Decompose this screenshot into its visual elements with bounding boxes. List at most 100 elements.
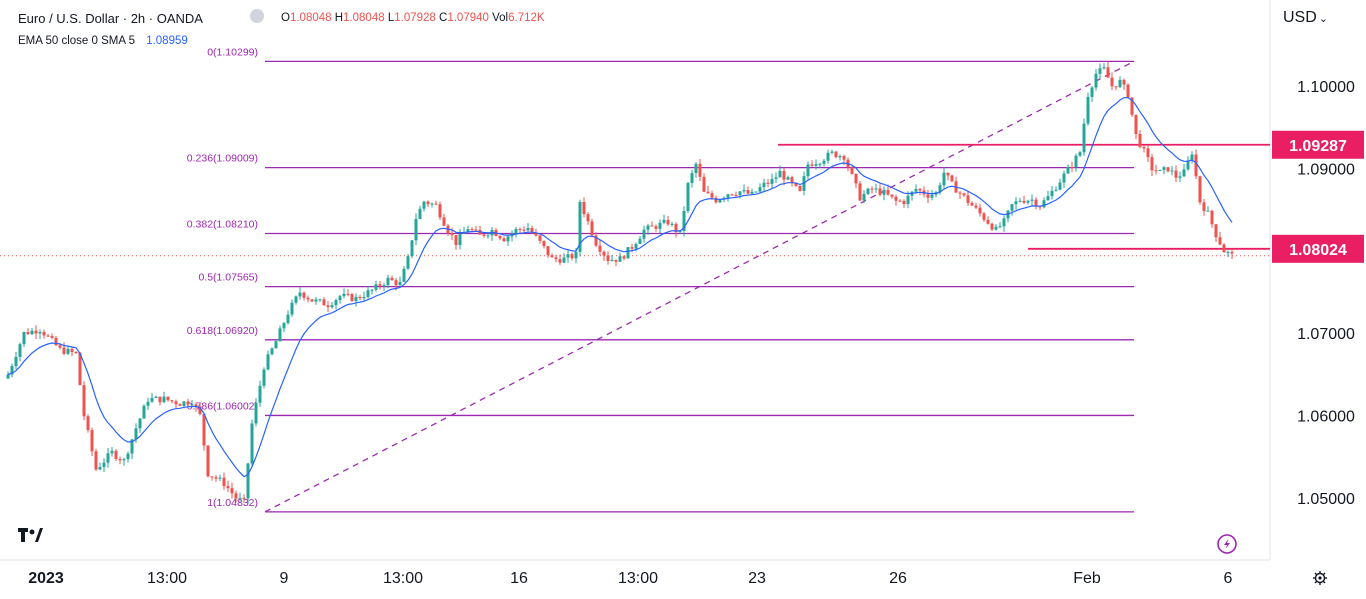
time-axis[interactable]: 2023 13:00 9 13:00 16 13:00 23 26 Feb 6 [28,570,1232,587]
candle-body [214,477,218,479]
currency-selector[interactable]: USD ⌄ [1283,9,1328,27]
candle-body [290,302,294,315]
price-tick-label: 1.06000 [1297,409,1355,426]
candle-body [1050,190,1054,197]
gear-icon[interactable] [1313,571,1327,585]
candle-body [958,192,962,194]
candle-body [522,229,526,231]
candle-body [1182,169,1186,177]
candle-body [1162,167,1166,170]
support-price-tag-bg[interactable] [1272,234,1364,263]
candle-body [886,189,890,195]
horizontal-levels[interactable] [0,143,1270,257]
candle-body [162,396,166,403]
candle-body [1218,237,1222,245]
candle-body [538,235,542,241]
candle-body [790,177,794,183]
candle-body [306,297,310,300]
candle-body [118,458,122,461]
candle-body [1106,67,1110,78]
time-tick-label: 13:00 [618,570,658,587]
candle-body [266,354,270,370]
candle-body [1158,169,1162,172]
resistance-price-tag-bg[interactable] [1272,130,1364,159]
candle-body [882,189,886,195]
candle-body [670,223,674,225]
candle-body [202,413,206,446]
candle-body [286,314,290,324]
candle-body [582,201,586,215]
candle-body [1054,189,1058,191]
candle-body [542,240,546,247]
candle-body [394,280,398,286]
candle-body [894,196,898,201]
candle-body [186,401,190,405]
candle-body [918,188,922,191]
lightning-icon[interactable] [1217,534,1237,554]
candle-body [506,236,510,242]
candle-body [90,430,94,452]
candle-body [430,203,434,205]
candle-body [1222,244,1226,253]
candle-body [1010,204,1014,211]
fib-trend-line[interactable] [264,60,1135,513]
candle-body [1090,87,1094,97]
candle-body [730,194,734,196]
candle-body [54,337,58,346]
ohlc-high-key: H [334,12,344,24]
candle-body [690,173,694,183]
candle-body [570,254,574,259]
candle-body [938,185,942,193]
candle-body [402,268,406,282]
candle-body [374,284,378,290]
candle-body [682,210,686,231]
candle-body [838,155,842,158]
fib-level-label: 0.618(1.06920) [187,325,258,337]
candle-body [870,188,874,190]
candle-body [234,493,238,499]
candle-body [294,296,298,303]
candle-body [154,396,158,398]
candle-body [762,182,766,188]
candle-body [134,428,138,440]
candle-body [926,194,930,198]
price-axis[interactable]: 1.050001.060001.070001.080001.090001.100… [1272,79,1364,508]
symbol-title[interactable]: Euro / U.S. Dollar · 2h · OANDA [18,11,203,26]
candle-body [354,296,358,302]
time-tick-label: 23 [748,570,766,587]
candle-body [298,292,302,297]
resistance-price-tag[interactable]: 1.09287 [1289,138,1347,155]
candle-body [694,163,698,174]
candle-body [830,151,834,153]
candle-body [658,222,662,229]
candle-body [634,244,638,249]
candle-body [66,348,70,354]
candle-body [1174,170,1178,178]
candle-body [170,400,174,402]
indicator-legend[interactable]: EMA 50 close 0 SMA 5 1.08959 [18,35,188,47]
candle-body [622,256,626,259]
candle-body [1102,67,1106,69]
candle-body [1142,147,1146,149]
candle-body [1178,176,1182,178]
candle-body [78,352,82,386]
candle-body [378,284,382,287]
candle-body [326,305,330,308]
ema-path [7,96,1233,478]
candle-body [102,462,106,467]
candle-body [674,223,678,233]
support-price-tag[interactable]: 1.08024 [1289,242,1347,259]
candle-body [650,225,654,227]
candle-body [254,402,258,424]
candle-body [1030,199,1034,201]
candle-body [74,352,78,354]
candle-body [562,257,566,263]
header-dot-icon[interactable] [250,9,264,23]
candle-body [222,477,226,486]
candle-body [1046,196,1050,201]
candle-body [1002,218,1006,227]
candle-body [250,423,254,464]
candle-body [594,235,598,246]
candle-body [442,217,446,226]
